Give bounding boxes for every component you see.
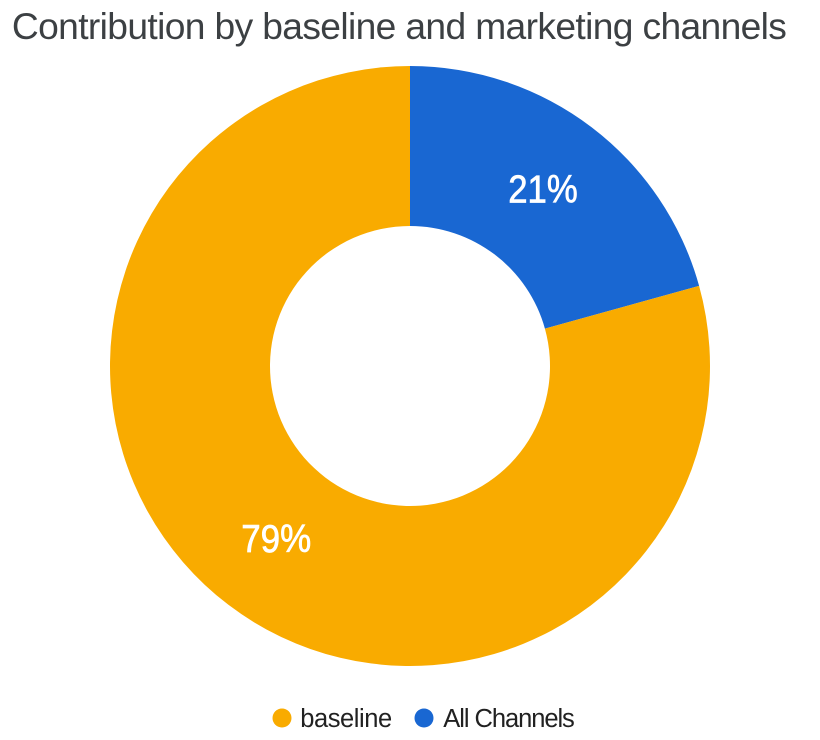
- svg-text:79%: 79%: [241, 518, 311, 561]
- svg-text:All Channels: All Channels: [443, 705, 575, 733]
- svg-text:baseline: baseline: [300, 705, 392, 733]
- svg-text:Contribution by baseline and m: Contribution by baseline and marketing c…: [12, 5, 787, 47]
- svg-text:21%: 21%: [508, 168, 578, 211]
